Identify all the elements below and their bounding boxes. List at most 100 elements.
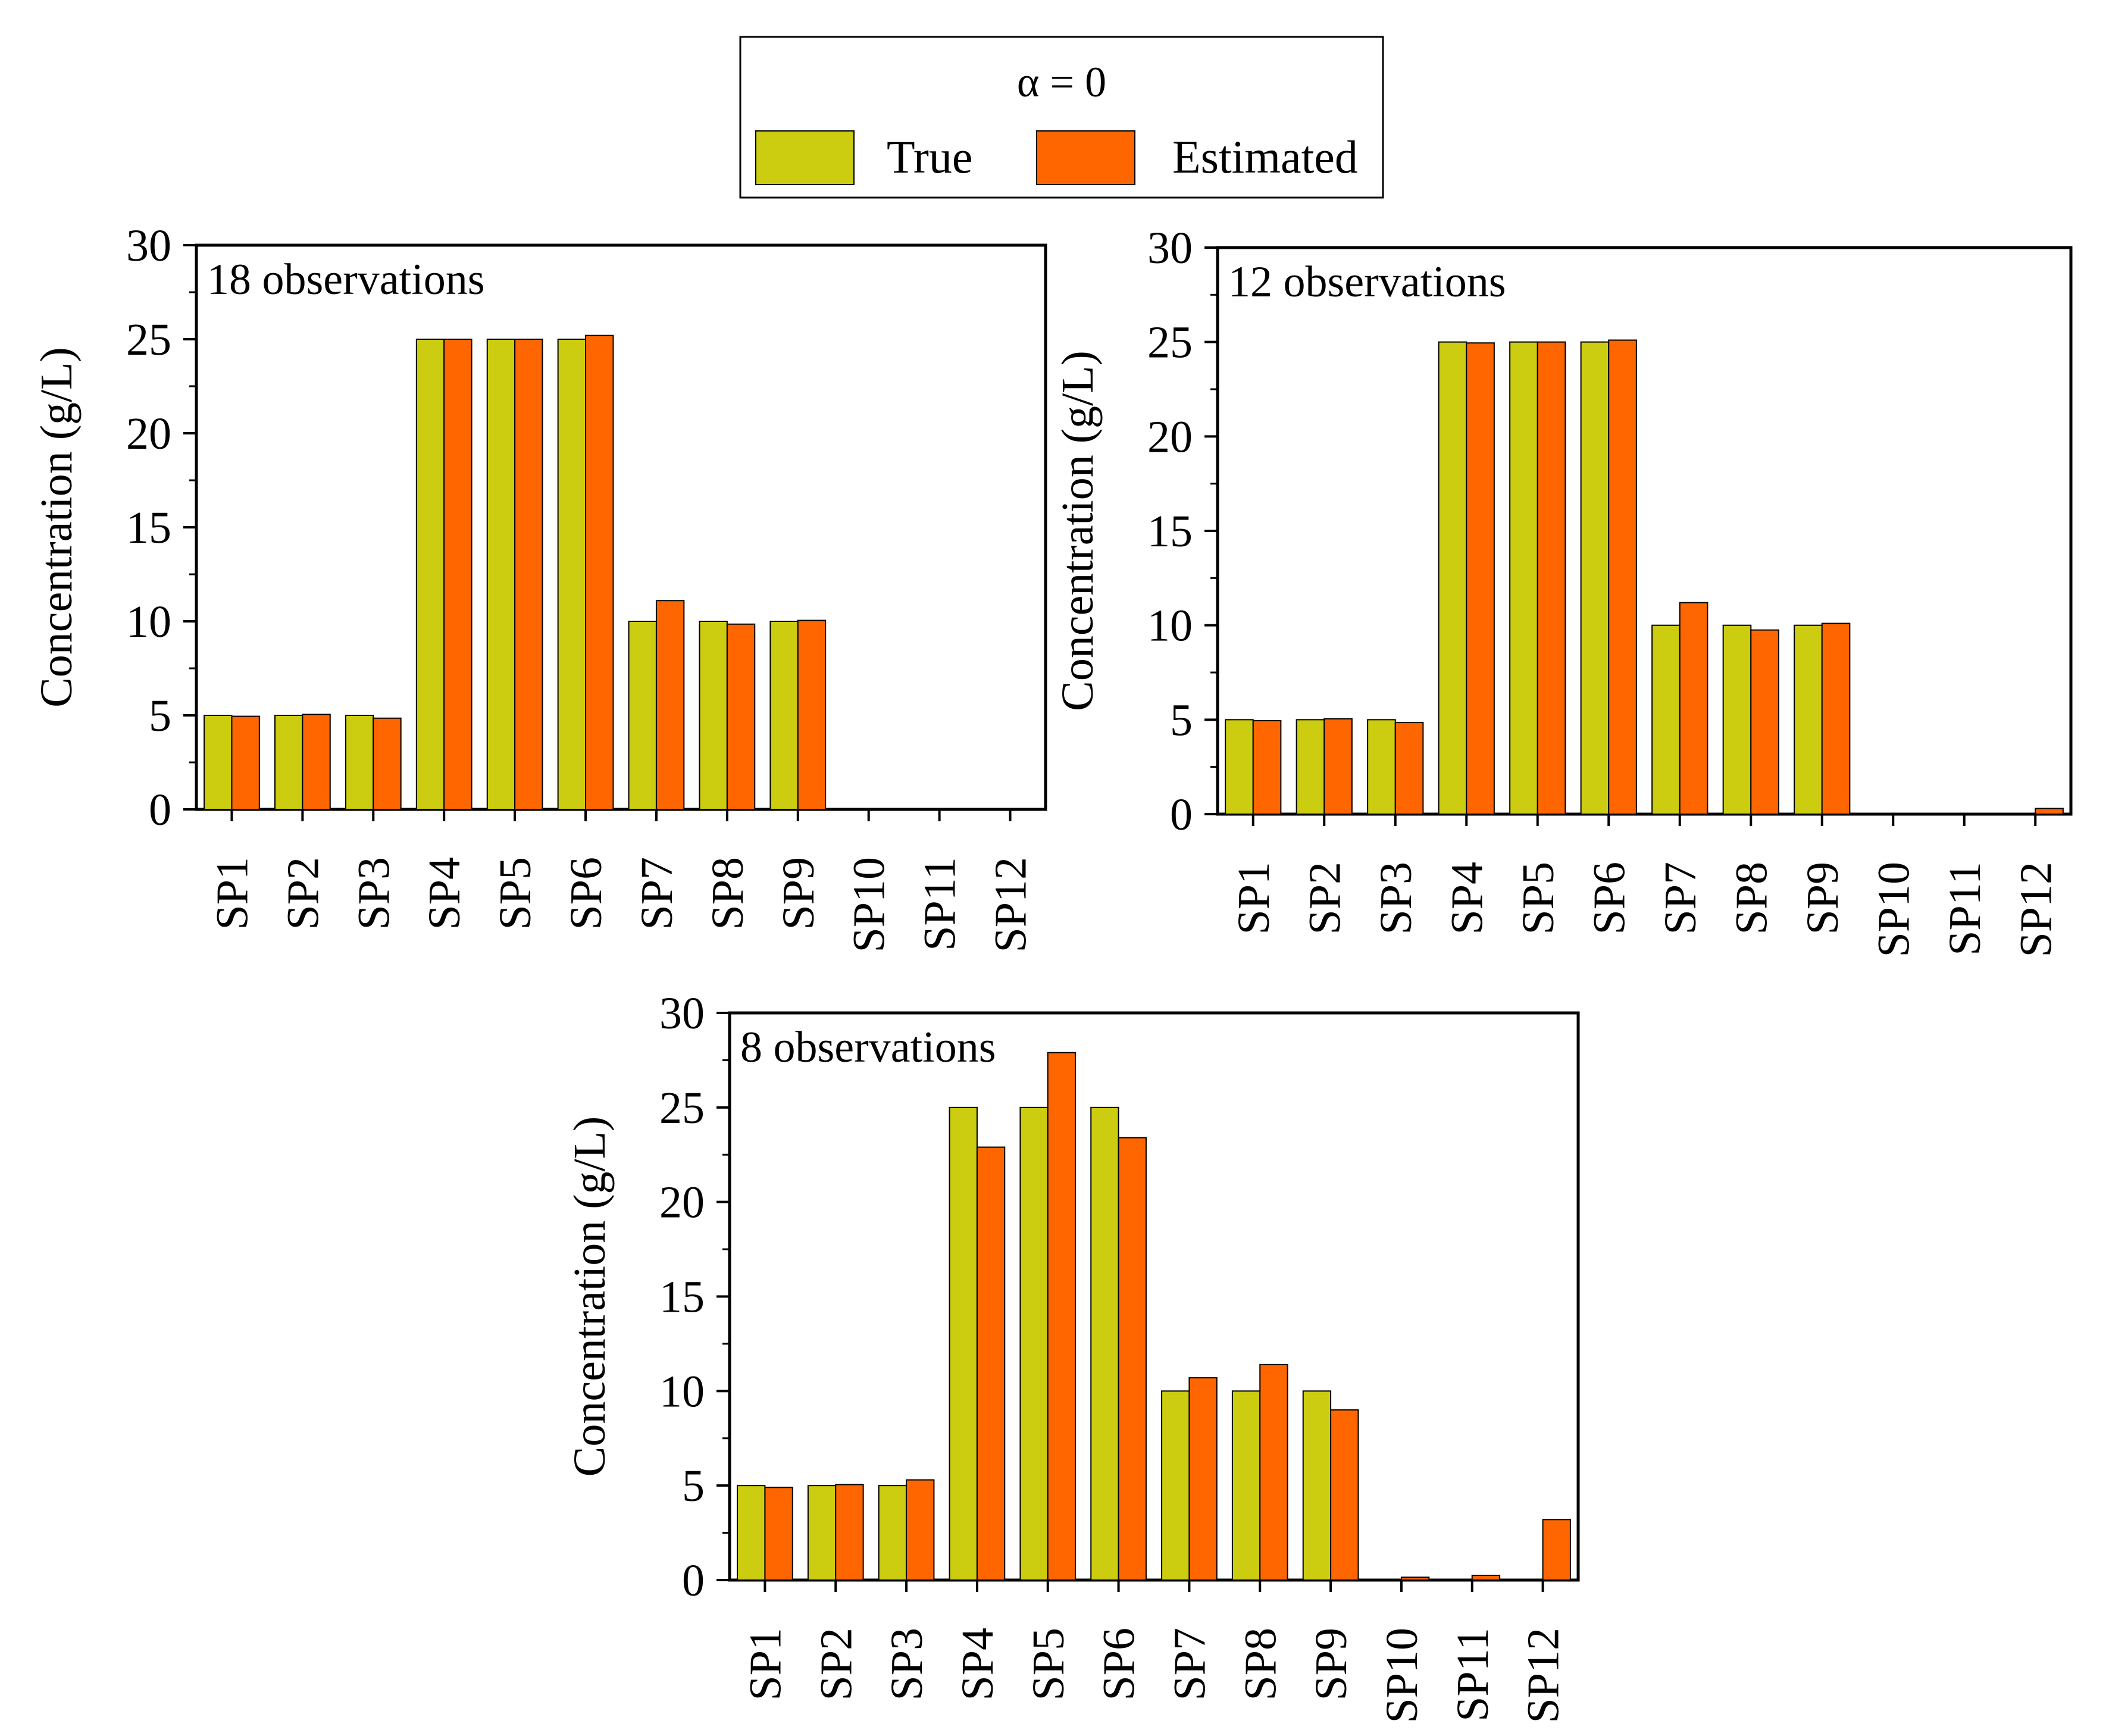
bar-estimated-sp8	[1750, 629, 1779, 815]
bar-true-sp5	[1019, 1106, 1049, 1581]
x-tick-label-sp12: SP12	[1519, 1628, 1569, 1724]
bar-true-sp1	[204, 715, 233, 810]
x-tick-label-sp3: SP3	[1371, 862, 1421, 935]
bar-estimated-sp4	[1466, 342, 1495, 815]
bar-estimated-sp12	[1542, 1519, 1571, 1581]
bar-true-sp2	[274, 715, 303, 810]
x-tick-label-sp6: SP6	[1094, 1628, 1144, 1701]
bar-estimated-sp8	[726, 623, 756, 810]
legend-label-estimated: Estimated	[1172, 131, 1358, 183]
bar-true-sp7	[1161, 1390, 1190, 1581]
x-tick-label-sp6: SP6	[561, 857, 611, 930]
bar-estimated-sp12	[2035, 808, 2064, 815]
bar-estimated-sp9	[1821, 623, 1851, 815]
panel-annotation: 18 observations	[207, 255, 485, 304]
legend-label-true: True	[887, 131, 973, 183]
bar-estimated-sp6	[585, 334, 614, 810]
x-tick-label-sp7: SP7	[1656, 862, 1706, 935]
bar-true-sp3	[1367, 719, 1396, 815]
bar-true-sp6	[557, 339, 587, 810]
bar-estimated-sp4	[976, 1146, 1006, 1581]
panel-annotation: 8 observations	[740, 1023, 996, 1072]
x-tick-label-sp8: SP8	[1235, 1628, 1285, 1701]
bar-true-sp1	[737, 1485, 766, 1581]
bar-estimated-sp1	[231, 715, 260, 810]
x-tick-label-sp1: SP1	[207, 857, 257, 930]
chart-panel-12-observations: 0 5 10 15 20 25 30 Concentration (g/L) 12 observ…	[1053, 223, 2073, 958]
bar-true-sp2	[807, 1485, 837, 1581]
legend-title: α = 0	[1017, 58, 1106, 106]
y-tick-label: 5	[149, 691, 171, 741]
bar-true-sp8	[699, 621, 728, 810]
y-tick-label: 20	[659, 1178, 705, 1228]
bar-true-sp4	[415, 339, 445, 810]
bar-estimated-sp6	[1118, 1137, 1147, 1581]
y-tick-label: 25	[1147, 318, 1193, 368]
bar-estimated-sp11	[1471, 1575, 1501, 1581]
x-tick-label-sp3: SP3	[882, 1628, 932, 1701]
bar-true-sp9	[1302, 1390, 1332, 1581]
y-tick-label: 30	[1147, 223, 1193, 273]
bar-estimated-sp5	[1537, 341, 1566, 815]
y-tick-label: 10	[659, 1366, 705, 1416]
legend-swatch-estimated	[1036, 130, 1135, 185]
bar-true-sp9	[1794, 624, 1823, 815]
y-tick-label: 10	[1147, 601, 1193, 651]
bar-true-sp4	[949, 1106, 978, 1581]
x-tick-label-sp4: SP4	[1442, 862, 1492, 935]
bar-estimated-sp2	[302, 714, 331, 811]
bar-true-sp6	[1090, 1106, 1119, 1581]
x-tick-label-sp10: SP10	[844, 857, 894, 953]
x-tick-label-sp4: SP4	[420, 857, 470, 930]
x-tick-label-sp9: SP9	[1306, 1628, 1356, 1701]
bar-estimated-sp3	[1394, 722, 1424, 815]
x-tick-label-sp8: SP8	[703, 857, 753, 930]
bar-estimated-sp2	[835, 1484, 864, 1581]
x-tick-label-sp11: SP11	[1448, 1628, 1498, 1722]
y-tick-label: 15	[659, 1272, 705, 1322]
bar-true-sp7	[1651, 624, 1681, 815]
bar-estimated-sp3	[373, 717, 402, 810]
bar-estimated-sp1	[1252, 720, 1282, 815]
bar-true-sp3	[345, 715, 374, 810]
x-tick-label-sp8: SP8	[1726, 862, 1776, 935]
panel-annotation: 12 observations	[1228, 258, 1506, 306]
x-tick-label-sp6: SP6	[1584, 862, 1634, 935]
bar-true-sp2	[1296, 719, 1325, 815]
x-tick-label-sp2: SP2	[811, 1628, 861, 1701]
bar-true-sp1	[1225, 719, 1254, 815]
y-tick-label: 10	[126, 597, 171, 647]
x-tick-label-sp7: SP7	[1165, 1628, 1215, 1701]
y-tick-label: 30	[126, 221, 171, 271]
legend-swatch-true	[755, 130, 855, 185]
x-tick-label-sp2: SP2	[278, 857, 328, 930]
x-tick-label-sp4: SP4	[953, 1628, 1003, 1701]
chart-panel-8-observations: 0 5 10 15 20 25 30 Concentration (g/L) 8 observa…	[565, 989, 1580, 1724]
y-tick-label: 20	[1147, 412, 1193, 462]
bar-estimated-sp9	[1330, 1409, 1359, 1581]
bar-true-sp4	[1438, 341, 1467, 815]
legend: α = 0 True Estimated	[739, 36, 1384, 199]
x-tick-label-sp9: SP9	[774, 857, 824, 930]
x-tick-label-sp1: SP1	[740, 1628, 790, 1701]
bar-estimated-sp2	[1323, 718, 1353, 815]
bar-estimated-sp6	[1608, 339, 1637, 815]
y-tick-label: 25	[659, 1083, 705, 1133]
x-tick-label-sp11: SP11	[915, 857, 965, 951]
x-tick-label-sp5: SP5	[1513, 862, 1563, 935]
bar-estimated-sp7	[655, 600, 685, 810]
y-tick-label: 25	[126, 315, 171, 365]
y-tick-label: 0	[682, 1556, 705, 1606]
x-tick-label-sp5: SP5	[1024, 1628, 1074, 1701]
x-tick-label-sp11: SP11	[1940, 862, 1990, 956]
y-tick-label: 20	[126, 409, 171, 459]
x-tick-label-sp2: SP2	[1300, 862, 1350, 935]
y-tick-label: 0	[149, 785, 171, 835]
x-tick-label-sp12: SP12	[986, 857, 1036, 953]
bar-true-sp8	[1722, 624, 1752, 815]
bar-estimated-sp7	[1679, 602, 1709, 815]
bar-estimated-sp5	[514, 339, 543, 810]
bar-true-sp3	[878, 1485, 908, 1581]
x-tick-label-sp10: SP10	[1869, 862, 1919, 958]
